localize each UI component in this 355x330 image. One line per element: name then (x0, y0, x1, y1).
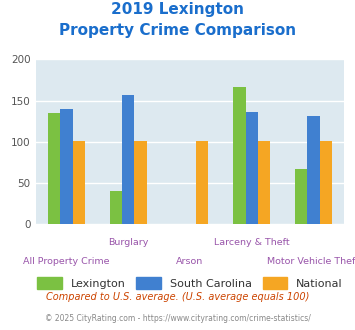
Text: Motor Vehicle Theft: Motor Vehicle Theft (267, 257, 355, 266)
Text: Property Crime Comparison: Property Crime Comparison (59, 23, 296, 38)
Bar (258, 141, 270, 224)
Text: © 2025 CityRating.com - https://www.cityrating.com/crime-statistics/: © 2025 CityRating.com - https://www.city… (45, 314, 310, 323)
Bar (295, 169, 307, 224)
Bar (110, 191, 122, 224)
Bar (48, 113, 60, 224)
Bar (307, 116, 320, 224)
Bar (196, 141, 208, 224)
Text: Arson: Arson (176, 257, 203, 266)
Text: All Property Crime: All Property Crime (23, 257, 110, 266)
Text: 2019 Lexington: 2019 Lexington (111, 2, 244, 16)
Bar (72, 141, 85, 224)
Bar (233, 87, 246, 224)
Bar (246, 112, 258, 224)
Bar (122, 95, 134, 224)
Text: Larceny & Theft: Larceny & Theft (214, 238, 290, 247)
Bar (320, 141, 332, 224)
Text: Compared to U.S. average. (U.S. average equals 100): Compared to U.S. average. (U.S. average … (46, 292, 309, 302)
Bar (60, 109, 72, 224)
Text: Burglary: Burglary (108, 238, 148, 247)
Legend: Lexington, South Carolina, National: Lexington, South Carolina, National (33, 273, 347, 294)
Bar (134, 141, 147, 224)
